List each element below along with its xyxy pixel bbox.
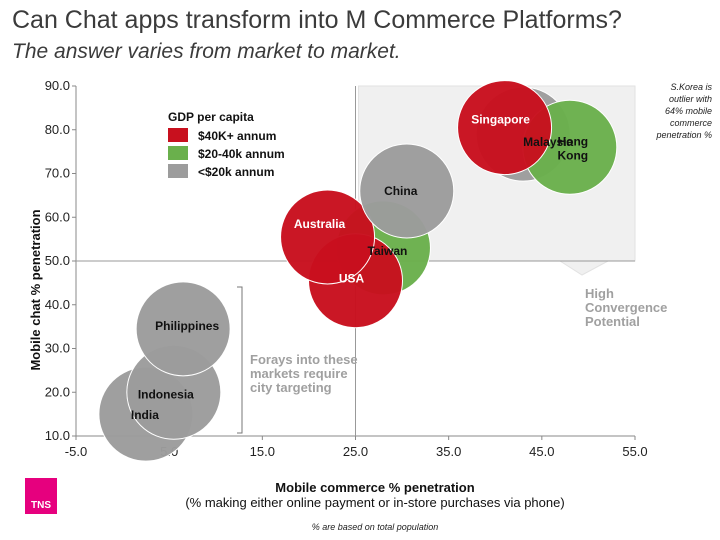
legend-label-grey: <$20k annum bbox=[198, 165, 274, 179]
forays-annotation-line2: markets require bbox=[250, 366, 348, 381]
footnote: % are based on total population bbox=[312, 522, 439, 532]
high-convergence-line2: Convergence bbox=[585, 300, 667, 315]
y-tick-label: 90.0 bbox=[45, 78, 70, 93]
y-tick-label: 40.0 bbox=[45, 297, 70, 312]
y-tick-label: 60.0 bbox=[45, 209, 70, 224]
y-tick-label: 10.0 bbox=[45, 428, 70, 443]
bubble-label-hong-kong: Hong bbox=[557, 134, 588, 148]
high-convergence-line3: Potential bbox=[585, 314, 640, 329]
bubble-label-malaysia: Malaysia bbox=[523, 135, 573, 149]
bubble-label-china: China bbox=[384, 184, 418, 198]
page-title: Can Chat apps transform into M Commerce … bbox=[12, 6, 622, 34]
logo-text: TNS bbox=[31, 500, 51, 511]
legend-swatch-green bbox=[168, 146, 188, 160]
x-tick-label: 55.0 bbox=[622, 444, 647, 459]
bubble-singapore bbox=[457, 80, 553, 176]
korea-note-line3: 64% mobile bbox=[665, 106, 712, 116]
bubble-label-indonesia: Indonesia bbox=[138, 387, 194, 401]
bubble-australia bbox=[280, 189, 376, 285]
bubble-label-taiwan: Taiwan bbox=[368, 244, 408, 258]
bubble-label-india: India bbox=[131, 408, 159, 422]
korea-note-line4: commerce bbox=[670, 118, 712, 128]
x-axis-subtitle: (% making either online payment or in-st… bbox=[185, 495, 564, 510]
forays-bracket bbox=[237, 286, 243, 434]
x-tick-label: 15.0 bbox=[250, 444, 275, 459]
y-tick-label: 80.0 bbox=[45, 122, 70, 137]
bubble-label-hong-kong: Kong bbox=[557, 148, 588, 162]
x-tick-label: 45.0 bbox=[529, 444, 554, 459]
legend-label-red: $40K+ annum bbox=[198, 129, 276, 143]
korea-note-line2: outlier with bbox=[669, 94, 712, 104]
x-tick-label: 35.0 bbox=[436, 444, 461, 459]
legend-swatch-red bbox=[168, 128, 188, 142]
legend-label-green: $20-40k annum bbox=[198, 147, 285, 161]
korea-note-line5: penetration % bbox=[655, 130, 712, 140]
y-axis-title: Mobile chat % penetration bbox=[28, 209, 43, 370]
y-tick-label: 30.0 bbox=[45, 341, 70, 356]
korea-note-line1: S.Korea is bbox=[670, 82, 712, 92]
legend-title: GDP per capita bbox=[168, 110, 254, 124]
y-tick-label: 20.0 bbox=[45, 384, 70, 399]
high-convergence-line1: High bbox=[585, 286, 614, 301]
y-tick-label: 70.0 bbox=[45, 166, 70, 181]
bubble-label-philippines: Philippines bbox=[155, 319, 219, 333]
y-tick-label: 50.0 bbox=[45, 253, 70, 268]
bubble-label-singapore: Singapore bbox=[471, 113, 530, 127]
bubble-label-australia: Australia bbox=[294, 217, 346, 231]
tns-logo: TNS bbox=[25, 478, 57, 514]
bubble-china bbox=[359, 143, 455, 239]
forays-annotation-line1: Forays into these bbox=[250, 352, 358, 367]
forays-annotation-line3: city targeting bbox=[250, 380, 332, 395]
legend-swatch-grey bbox=[168, 164, 188, 178]
bubble-philippines bbox=[135, 281, 231, 377]
bubble-label-usa: USA bbox=[339, 272, 365, 286]
x-axis-title: Mobile commerce % penetration bbox=[275, 480, 474, 495]
x-tick-label: -5.0 bbox=[65, 444, 87, 459]
x-tick-label: 25.0 bbox=[343, 444, 368, 459]
legend: GDP per capita $40K+ annum $20-40k annum… bbox=[168, 110, 285, 179]
page-subtitle: The answer varies from market to market. bbox=[12, 40, 401, 63]
